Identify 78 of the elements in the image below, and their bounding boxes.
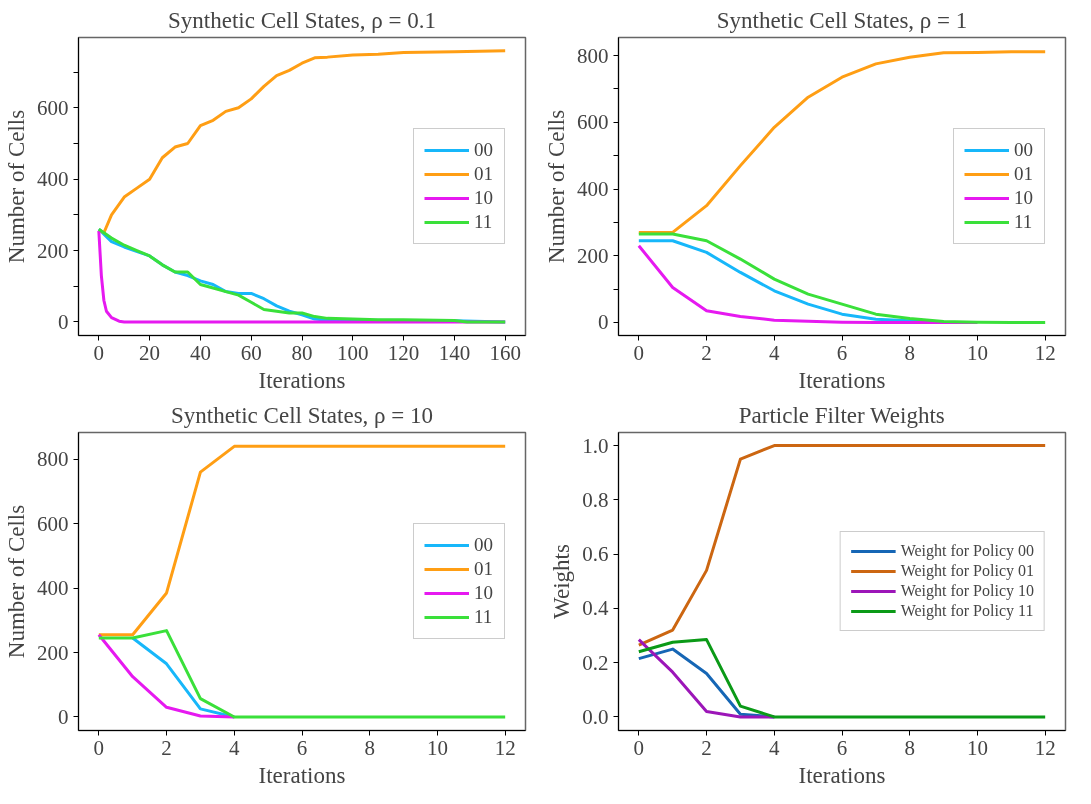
y-tick-label: 200 [577, 243, 609, 268]
x-tick-label: 4 [229, 735, 241, 760]
legend-label: 11 [474, 606, 494, 628]
legend-label: 01 [474, 163, 494, 185]
y-tick-label: 200 [37, 640, 69, 665]
x-tick-label: 20 [139, 340, 161, 365]
legend-label: 11 [474, 211, 494, 233]
x-tick-label: 8 [904, 340, 915, 365]
y-tick-label: 400 [577, 177, 609, 201]
legend-label: Weight for Policy 11 [900, 602, 1034, 620]
y-axis-title: Number of Cells [4, 504, 29, 659]
y-tick-label: 800 [37, 447, 69, 472]
legend-label: Weight for Policy 01 [900, 562, 1034, 580]
x-tick-label: 12 [1034, 340, 1056, 365]
x-tick-label: 10 [426, 735, 448, 760]
y-tick-label: 600 [577, 110, 609, 135]
legend-label: 01 [474, 558, 494, 580]
y-tick-label: 0.8 [582, 487, 609, 512]
x-tick-label: 0 [93, 340, 105, 365]
x-tick-label: 140 [438, 340, 471, 365]
chart-title: Synthetic Cell States, ρ = 10 [170, 402, 434, 428]
legend-label: Weight for Policy 10 [900, 582, 1034, 600]
x-tick-label: 0 [633, 735, 645, 760]
x-tick-label: 12 [1034, 735, 1056, 760]
legend-label: 00 [1014, 139, 1034, 161]
x-tick-label: 120 [387, 340, 420, 365]
x-axis-title: Iterations [798, 762, 886, 788]
x-tick-label: 2 [161, 735, 172, 760]
y-tick-label: 0.0 [582, 704, 609, 729]
y-axis-title: Weights [549, 544, 575, 619]
legend-label: 01 [1014, 163, 1034, 185]
y-tick-label: 0.6 [582, 542, 609, 567]
x-tick-label: 2 [701, 340, 712, 365]
y-tick-label: 400 [37, 576, 69, 601]
chart-title: Synthetic Cell States, ρ = 1 [716, 7, 968, 33]
y-tick-label: 600 [37, 95, 69, 120]
chart-title: Synthetic Cell States, ρ = 0.1 [168, 7, 436, 33]
x-tick-label: 160 [489, 340, 521, 365]
x-tick-label: 40 [189, 340, 211, 365]
y-tick-label: 0 [58, 309, 69, 334]
chart-title: Particle Filter Weights [738, 402, 945, 428]
y-tick-label: 0 [598, 310, 609, 335]
x-tick-label: 8 [364, 735, 375, 760]
y-tick-label: 600 [37, 511, 69, 536]
x-tick-label: 80 [291, 340, 313, 365]
x-axis-title: Iterations [798, 367, 886, 393]
x-axis-title: Iterations [258, 367, 346, 393]
x-tick-label: 4 [769, 340, 781, 365]
y-axis-title: Number of Cells [544, 109, 569, 264]
y-tick-label: 200 [37, 238, 69, 263]
x-tick-label: 2 [701, 735, 712, 760]
legend-label: 00 [474, 139, 494, 161]
y-tick-label: 0.2 [582, 650, 609, 675]
y-tick-label: 0.4 [582, 596, 609, 621]
x-tick-label: 10 [966, 340, 988, 365]
x-axis-title: Iterations [258, 762, 346, 788]
y-tick-label: 0 [58, 704, 69, 729]
x-tick-label: 6 [296, 735, 308, 760]
legend-label: 10 [474, 187, 494, 209]
x-tick-label: 0 [93, 735, 105, 760]
y-tick-label: 800 [577, 43, 609, 68]
x-tick-label: 4 [769, 735, 781, 760]
x-tick-label: 12 [494, 735, 516, 760]
legend-label: 00 [474, 534, 494, 556]
legend-label: 10 [474, 582, 494, 604]
x-tick-label: 6 [836, 340, 848, 365]
x-tick-label: 0 [633, 340, 645, 365]
x-tick-label: 10 [966, 735, 988, 760]
y-tick-label: 400 [37, 167, 69, 192]
x-tick-label: 100 [337, 340, 369, 365]
x-tick-label: 6 [836, 735, 848, 760]
legend-label: 11 [1014, 211, 1034, 233]
x-tick-label: 8 [904, 735, 915, 760]
y-tick-label: 1.0 [582, 433, 609, 458]
legend-label: Weight for Policy 00 [900, 542, 1034, 560]
y-axis-title: Number of Cells [4, 109, 29, 264]
legend-label: 10 [1014, 187, 1034, 209]
x-tick-label: 60 [240, 340, 262, 365]
